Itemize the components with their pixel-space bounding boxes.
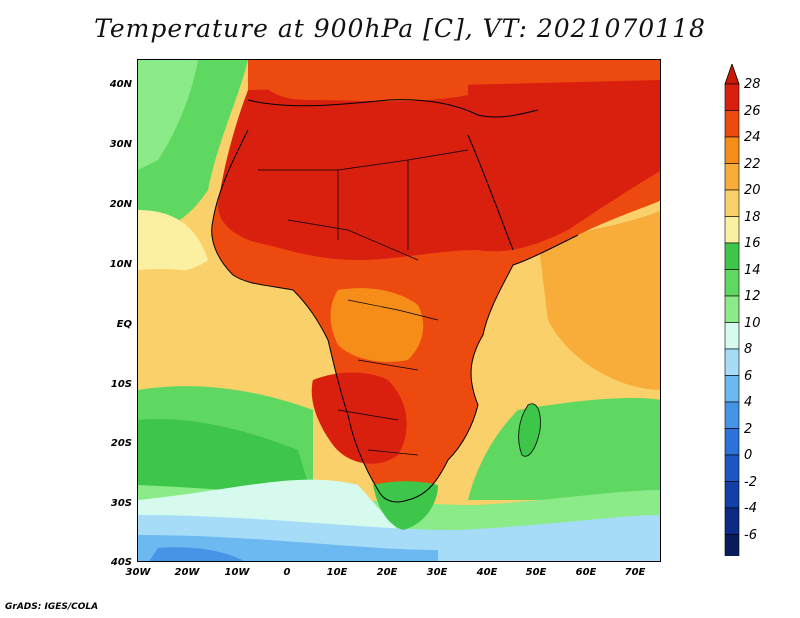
colorbar-swatch [724, 136, 740, 164]
lon-label-0: 0 [283, 567, 291, 578]
colorbar-label: 14 [744, 262, 761, 278]
colorbar-swatch [724, 295, 740, 323]
colorbar-swatch [724, 83, 740, 111]
arabian-sea [538, 210, 660, 390]
colorbar-swatch [724, 401, 740, 429]
lon-label-10w: 10W [224, 567, 250, 578]
colorbar-label: 8 [744, 342, 753, 357]
country-borders [258, 149, 469, 456]
north-atlantic-lightgreen [138, 60, 198, 170]
colorbar-swatch [724, 163, 740, 191]
lon-label-40e: 40E [476, 567, 498, 578]
lat-label-10s: 10S [110, 379, 132, 390]
madagascar [518, 403, 541, 457]
colorbar-label: 20 [744, 183, 761, 198]
lat-label-eq: EQ [116, 319, 132, 330]
sahara-hot [218, 80, 660, 260]
colorbar-swatch [724, 242, 740, 270]
lat-label-30n: 30N [109, 139, 132, 150]
colorbar-label: 24 [744, 130, 761, 145]
lon-label-50e: 50E [525, 567, 547, 578]
lat-label-40s: 40S [110, 557, 132, 568]
colorbar-swatch [724, 269, 740, 297]
lat-label-20s: 20S [110, 438, 132, 449]
colorbar-top-arrow [724, 64, 740, 85]
lat-label-30s: 30S [110, 498, 132, 509]
map-canvas [138, 60, 660, 561]
europe-warm [248, 60, 468, 102]
lon-label-30w: 30W [125, 567, 151, 578]
mediterranean-coastline [247, 99, 539, 118]
colorbar-label: 22 [744, 156, 761, 172]
lon-label-10e: 10E [326, 567, 348, 578]
colorbar [724, 64, 740, 556]
lon-label-70e: 70E [624, 567, 646, 578]
colorbar-label: 26 [744, 103, 761, 119]
central-africa-warm [330, 288, 424, 362]
lat-label-20n: 20N [109, 199, 132, 210]
colorbar-swatch [724, 110, 740, 138]
red-sea-coast [467, 134, 514, 251]
colorbar-label: 16 [744, 236, 761, 251]
lon-label-30e: 30E [426, 567, 448, 578]
colorbar-label: 6 [744, 368, 753, 384]
colorbar-swatch [724, 507, 740, 535]
colorbar-swatch [724, 348, 740, 376]
colorbar-swatch [724, 481, 740, 509]
colorbar-swatch [724, 189, 740, 217]
colorbar-label: 12 [744, 289, 761, 304]
colorbar-label: 10 [744, 315, 761, 331]
colorbar-label: -4 [744, 501, 757, 516]
colorbar-swatch [724, 428, 740, 456]
south-atlantic-green-dark [138, 419, 313, 500]
footer-credit: GrADS: IGES/COLA [5, 602, 99, 612]
southern-ocean-darkblue [149, 547, 245, 561]
colorbar-swatch [724, 322, 740, 350]
colorbar-swatch [724, 454, 740, 482]
map-title: Temperature at 900hPa [C], VT: 202107011… [94, 14, 706, 43]
colorbar-label: 0 [744, 448, 753, 463]
canary-cool-band [138, 210, 208, 273]
indian-ocean-green [468, 398, 660, 500]
tropical-atlantic [138, 269, 248, 365]
lon-label-20e: 20E [376, 567, 398, 578]
colorbar-swatch [724, 216, 740, 244]
colorbar-swatch [724, 375, 740, 403]
lat-label-10n: 10N [109, 259, 132, 270]
colorbar-swatch [724, 534, 740, 556]
lon-label-60e: 60E [575, 567, 597, 578]
colorbar-label: 2 [744, 421, 753, 437]
colorbar-label: -6 [744, 527, 757, 543]
southern-africa-hot [311, 372, 407, 464]
colorbar-label: 28 [744, 77, 761, 92]
lon-label-20w: 20W [174, 567, 200, 578]
lat-label-40n: 40N [109, 79, 132, 90]
colorbar-label: -2 [744, 474, 757, 490]
temperature-map [137, 59, 661, 562]
south-africa-cool [373, 481, 438, 530]
colorbar-label: 4 [744, 395, 753, 410]
colorbar-swatches [724, 64, 740, 556]
africa-coastline [211, 129, 579, 503]
colorbar-label: 18 [744, 209, 761, 225]
